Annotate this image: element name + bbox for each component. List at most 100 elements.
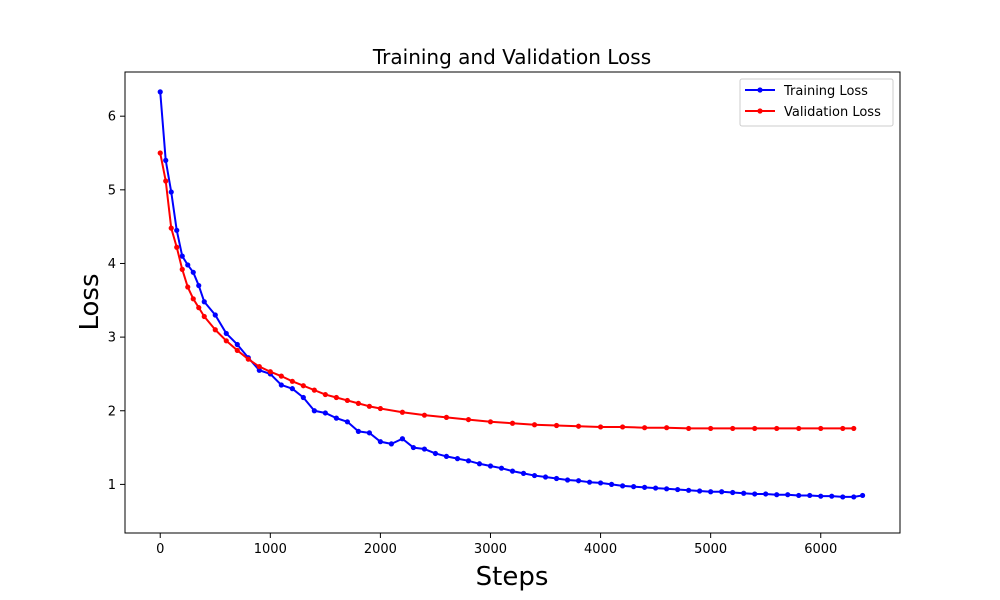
validation-loss-point	[443, 414, 450, 420]
validation-loss-point	[179, 266, 185, 272]
training-loss-point	[432, 450, 439, 457]
training-loss-point	[185, 262, 191, 268]
training-loss-point	[190, 269, 196, 275]
chart-title: Training and Validation Loss	[372, 45, 651, 69]
validation-loss-point	[289, 378, 295, 384]
training-loss-point	[774, 492, 780, 498]
training-loss-point	[355, 428, 361, 434]
training-loss-point	[653, 485, 659, 491]
legend-validation-label: Validation Loss	[784, 105, 881, 120]
validation-loss-point	[190, 296, 196, 302]
training-loss-point	[520, 470, 527, 476]
series-validation-loss	[157, 150, 857, 432]
x-tick-label: 0	[156, 542, 164, 557]
training-loss-point	[163, 157, 169, 163]
validation-loss-point	[708, 425, 714, 432]
x-tick-label: 4000	[584, 542, 617, 557]
series-layer	[157, 89, 866, 500]
training-loss-point	[741, 490, 747, 496]
validation-loss-point	[553, 422, 560, 429]
validation-loss-point	[174, 244, 180, 250]
training-loss-point	[608, 481, 615, 487]
training-loss-point	[564, 477, 571, 483]
training-loss-point	[840, 494, 846, 500]
validation-loss-point	[344, 397, 350, 404]
training-loss-point	[476, 461, 483, 467]
training-loss-point	[322, 410, 328, 416]
legend-training-marker	[757, 87, 763, 93]
validation-loss-point	[333, 394, 339, 401]
training-loss-point	[818, 493, 824, 499]
training-loss-point	[586, 479, 593, 485]
training-loss-point	[168, 189, 174, 195]
validation-loss-point	[245, 356, 251, 362]
training-loss-point	[256, 367, 262, 373]
training-loss-point	[366, 430, 372, 436]
y-tick-label: 1	[108, 478, 116, 493]
plot-frame	[124, 71, 901, 534]
training-loss-point	[697, 488, 703, 494]
training-loss-point	[421, 446, 428, 452]
training-loss-point	[487, 463, 494, 469]
validation-loss-point	[311, 387, 317, 393]
validation-loss-point	[267, 369, 273, 375]
validation-loss-point	[256, 363, 262, 370]
training-loss-point	[708, 489, 714, 495]
legend-training-label: Training Loss	[783, 84, 868, 99]
legend: Training Loss Validation Loss	[739, 78, 894, 127]
validation-loss-point	[818, 425, 824, 432]
y-tick-label: 3	[108, 331, 116, 346]
training-loss-point	[807, 492, 813, 499]
training-loss-point	[686, 487, 692, 493]
validation-loss-point	[399, 409, 406, 415]
training-loss-point	[752, 491, 758, 497]
plot-area	[124, 71, 901, 534]
training-loss-point	[829, 493, 835, 499]
y-tick-label: 5	[108, 183, 116, 198]
training-loss-point	[311, 408, 317, 414]
validation-loss-point	[840, 425, 846, 432]
training-loss-point	[619, 483, 626, 489]
training-loss-point	[289, 386, 295, 392]
x-tick-label: 1000	[254, 542, 287, 557]
training-loss-point	[498, 465, 505, 471]
training-loss-point	[553, 475, 560, 482]
training-loss-point	[300, 394, 306, 401]
validation-loss-point	[300, 383, 306, 389]
y-axis-label: Loss	[75, 273, 105, 330]
validation-loss-point	[487, 419, 494, 425]
validation-loss-point	[355, 400, 361, 406]
training-loss-point	[223, 330, 229, 337]
validation-loss-point	[201, 313, 207, 320]
training-loss-point	[196, 282, 202, 289]
training-loss-point	[377, 439, 383, 445]
training-loss-point	[465, 458, 472, 464]
validation-loss-point	[575, 423, 582, 429]
training-loss-point	[201, 299, 207, 305]
validation-loss-point	[509, 420, 516, 426]
y-axis-ticks: 1 2 3 4 5 6	[108, 110, 125, 493]
training-loss-point	[642, 484, 648, 490]
training-loss-point	[542, 474, 549, 480]
validation-loss-point	[851, 425, 857, 432]
training-loss-point	[675, 486, 681, 493]
training-loss-point	[179, 253, 185, 259]
x-axis-label: Steps	[476, 562, 549, 592]
training-loss-point	[174, 227, 180, 233]
training-loss-point	[851, 494, 857, 500]
training-loss-point	[509, 468, 516, 474]
training-loss-point	[333, 415, 339, 421]
training-loss-point	[344, 419, 350, 425]
validation-loss-point	[185, 284, 191, 290]
validation-loss-point	[730, 425, 736, 432]
validation-loss-point	[752, 425, 758, 432]
legend-box	[739, 78, 894, 127]
training-loss-point	[157, 89, 163, 95]
training-loss-point	[597, 480, 604, 486]
x-tick-label: 5000	[694, 542, 727, 557]
validation-loss-point	[377, 405, 383, 412]
validation-loss-point	[796, 425, 802, 432]
training-loss-point	[410, 444, 417, 451]
x-tick-label: 6000	[804, 542, 837, 557]
validation-loss-point	[421, 412, 428, 418]
